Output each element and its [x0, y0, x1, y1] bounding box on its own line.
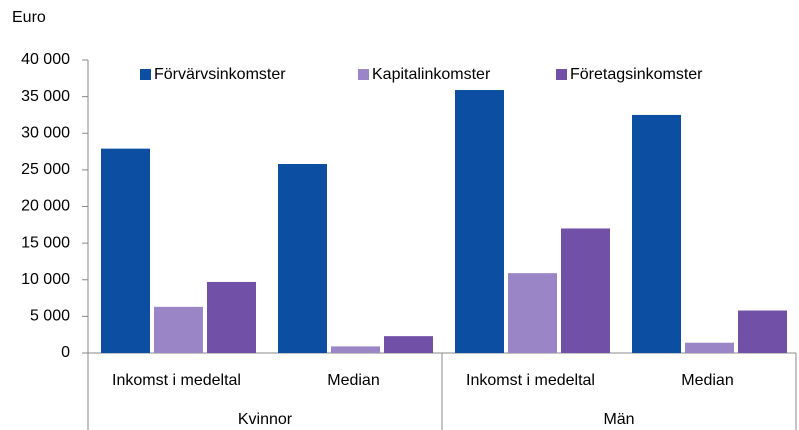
- legend-swatch: [556, 69, 567, 80]
- group-label: Män: [603, 411, 634, 428]
- bar: [331, 346, 380, 353]
- y-tick-label: 25 000: [21, 161, 70, 178]
- bar: [508, 273, 557, 353]
- y-tick-label: 0: [61, 344, 70, 361]
- legend-swatch: [140, 69, 151, 80]
- legend-swatch: [358, 69, 369, 80]
- x-tick-label: Inkomst i medeltal: [112, 372, 241, 389]
- bar: [738, 310, 787, 353]
- y-tick-label: 35 000: [21, 88, 70, 105]
- x-tick-label: Median: [681, 372, 733, 389]
- bar: [278, 164, 327, 353]
- legend-label: Företagsinkomster: [570, 66, 703, 83]
- y-axis-label: Euro: [12, 9, 46, 26]
- bar: [207, 281, 256, 353]
- y-tick-label: 30 000: [21, 124, 70, 141]
- y-tick-label: 5 000: [30, 308, 70, 325]
- y-tick-label: 10 000: [21, 271, 70, 288]
- bar: [455, 90, 504, 353]
- bar: [154, 306, 203, 353]
- x-tick-label: Inkomst i medeltal: [466, 372, 595, 389]
- legend-label: Förvärvsinkomster: [154, 66, 286, 83]
- bar: [685, 342, 734, 353]
- bar: [384, 336, 433, 353]
- bar: [632, 114, 681, 353]
- y-tick-label: 40 000: [21, 51, 70, 68]
- bar: [101, 148, 150, 353]
- y-tick-label: 20 000: [21, 198, 70, 215]
- legend-label: Kapitalinkomster: [372, 66, 491, 83]
- group-label: Kvinnor: [238, 411, 293, 428]
- x-tick-label: Median: [327, 372, 379, 389]
- y-tick-label: 15 000: [21, 234, 70, 251]
- bar: [561, 228, 610, 353]
